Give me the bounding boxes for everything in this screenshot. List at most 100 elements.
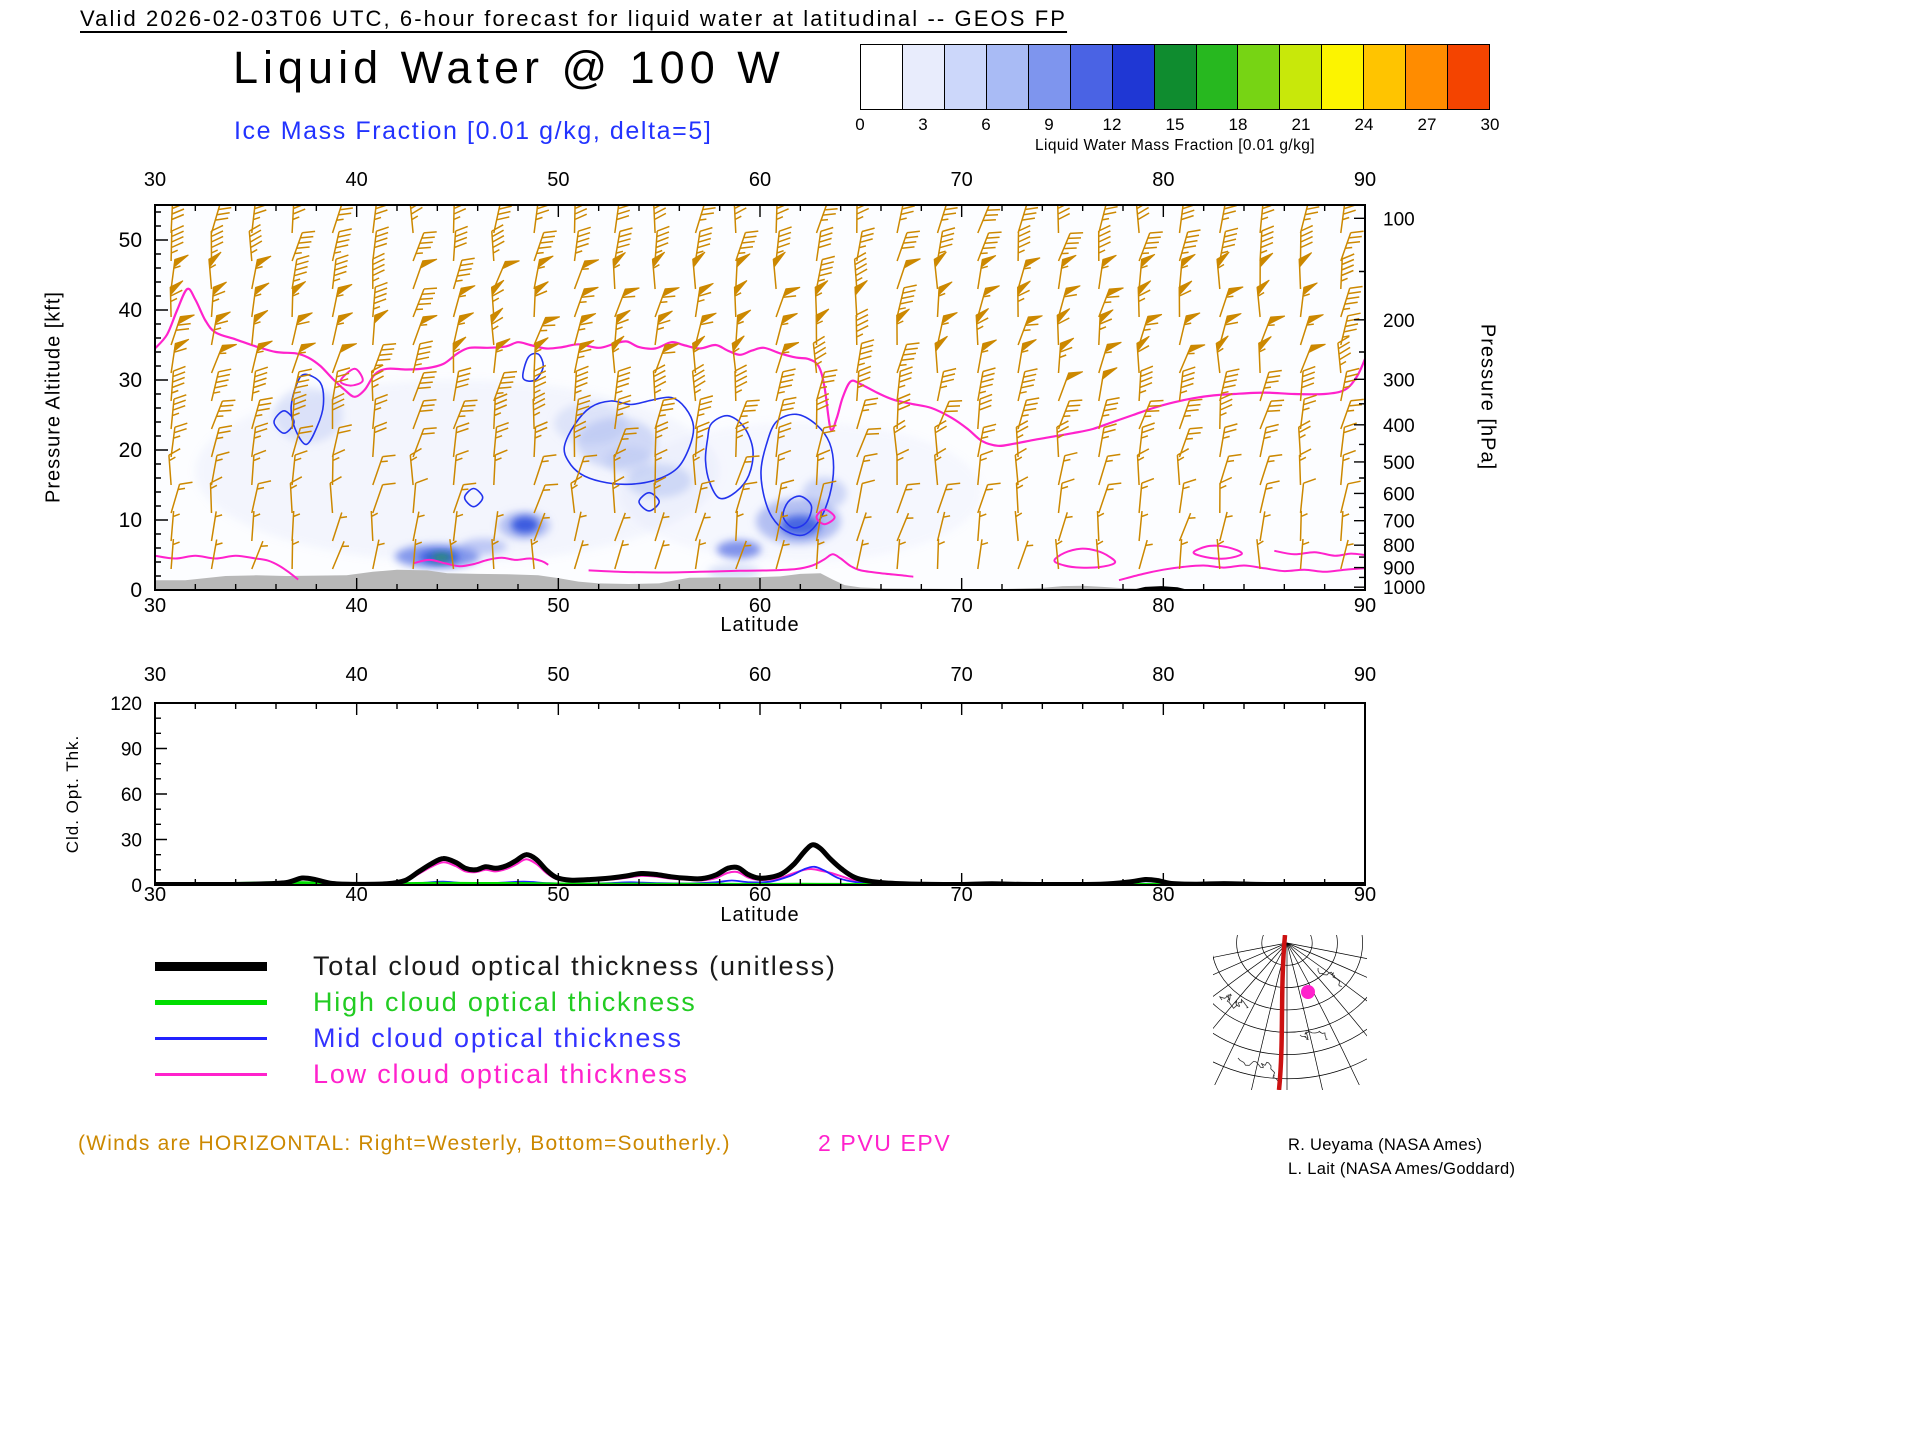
svg-text:60: 60 — [749, 664, 771, 686]
colorbar-ticks: 0 3 6 9 12 15 18 21 24 27 30 — [855, 115, 1499, 135]
colorbar-cell — [1406, 45, 1449, 109]
lower-plot-frame — [154, 702, 1366, 886]
svg-text:40: 40 — [346, 595, 368, 617]
colorbar-cell — [1112, 45, 1155, 109]
svg-text:90: 90 — [121, 740, 142, 761]
valid-line: Valid 2026-02-03T06 UTC, 6-hour forecast… — [80, 6, 1068, 31]
legend-item-mid: Mid cloud optical thickness — [155, 1020, 837, 1056]
svg-text:50: 50 — [547, 884, 569, 906]
svg-text:70: 70 — [951, 595, 973, 617]
svg-text:40: 40 — [119, 299, 142, 322]
colorbar-tick-label: 12 — [1102, 115, 1122, 134]
colorbar-tick-label: 9 — [1044, 115, 1054, 134]
svg-text:90: 90 — [1354, 664, 1376, 686]
svg-text:1000: 1000 — [1383, 578, 1425, 599]
svg-text:90: 90 — [1354, 595, 1376, 617]
wind-barbs-layer — [168, 205, 1364, 570]
credits: R. Ueyama (NASA Ames) L. Lait (NASA Ames… — [1288, 1133, 1515, 1181]
svg-text:30: 30 — [144, 595, 166, 617]
colorbar-cell — [1280, 45, 1323, 109]
colorbar-tick-label: 21 — [1291, 115, 1311, 134]
svg-text:700: 700 — [1383, 512, 1415, 533]
svg-text:600: 600 — [1383, 484, 1415, 505]
svg-text:80: 80 — [1152, 664, 1174, 686]
colorbar-cell — [1238, 45, 1281, 109]
colorbar-cell — [902, 45, 945, 109]
svg-text:80: 80 — [1152, 595, 1174, 617]
svg-text:20: 20 — [119, 439, 142, 462]
map-location-marker — [1301, 985, 1315, 999]
svg-text:0: 0 — [130, 579, 142, 602]
svg-text:200: 200 — [1383, 311, 1415, 332]
legend-label-total: Total cloud optical thickness (unitless) — [313, 950, 837, 981]
colorbar: 0 3 6 9 12 15 18 21 24 27 30 Liquid Water Mass Fra… — [855, 44, 1499, 156]
legend-line-sample-total — [155, 961, 267, 971]
main-title: Liquid Water @ 100 W — [233, 42, 785, 93]
winds-note: (Winds are HORIZONTAL: Right=Westerly, B… — [78, 1132, 731, 1155]
y-axis-title-pressure-altitude: Pressure Altitude [kft] — [42, 291, 65, 503]
colorbar-cell — [1028, 45, 1071, 109]
colorbar-tick-label: 6 — [981, 115, 991, 134]
legend-label-high: High cloud optical thickness — [313, 986, 697, 1017]
svg-text:90: 90 — [1354, 169, 1376, 191]
colorbar-tick-label: 18 — [1228, 115, 1248, 134]
colorbar-label: Liquid Water Mass Fraction [0.01 g/kg] — [1035, 137, 1315, 154]
svg-text:30: 30 — [144, 884, 166, 906]
svg-text:50: 50 — [547, 169, 569, 191]
svg-text:300: 300 — [1383, 370, 1415, 391]
credit-line-2: L. Lait (NASA Ames/Goddard) — [1288, 1160, 1516, 1178]
legend-item-low: Low cloud optical thickness — [155, 1056, 837, 1092]
colorbar-tick-label: 27 — [1417, 115, 1437, 134]
svg-text:40: 40 — [346, 169, 368, 191]
svg-text:50: 50 — [547, 595, 569, 617]
svg-text:40: 40 — [346, 664, 368, 686]
legend-line-sample-mid — [155, 1036, 267, 1040]
legend-line-sample-high — [155, 999, 267, 1005]
main-plot-frame — [154, 204, 1366, 591]
locator-map — [1213, 935, 1367, 1090]
colorbar-tick-label: 30 — [1480, 115, 1500, 134]
colorbar-cell — [986, 45, 1029, 109]
colorbar-cell — [944, 45, 987, 109]
colorbar-tick-label: 24 — [1354, 115, 1374, 134]
legend-label-low: Low cloud optical thickness — [313, 1058, 689, 1089]
epv-note: 2 PVU EPV — [818, 1130, 952, 1156]
svg-text:30: 30 — [144, 664, 166, 686]
x-axis-title-latitude-lower: Latitude — [720, 904, 800, 926]
svg-text:60: 60 — [749, 884, 771, 906]
x-axis-title-latitude-main: Latitude — [720, 614, 800, 636]
legend-label-mid: Mid cloud optical thickness — [313, 1022, 683, 1053]
epv-contour — [155, 287, 1365, 526]
legend-item-total: Total cloud optical thickness (unitless) — [155, 948, 837, 984]
svg-text:400: 400 — [1383, 416, 1415, 437]
main-plot-area — [155, 205, 1365, 590]
svg-text:80: 80 — [1152, 884, 1174, 906]
colorbar-cell — [1196, 45, 1239, 109]
ice-mass-fraction-subtitle: Ice Mass Fraction [0.01 g/kg, delta=5] — [234, 117, 713, 145]
legend-line-sample-low — [155, 1072, 267, 1076]
svg-text:100: 100 — [1383, 209, 1415, 230]
colorbar-tick-label: 3 — [918, 115, 928, 134]
svg-text:30: 30 — [119, 369, 142, 392]
y-axis-title-cloud-optical-thickness: Cld. Opt. Thk. — [63, 734, 82, 854]
main-plot-tick-labels: 3030404050506060707080809090010203040501… — [119, 169, 1426, 617]
credit-line-1: R. Ueyama (NASA Ames) — [1288, 1136, 1483, 1154]
svg-text:500: 500 — [1383, 453, 1415, 474]
colorbar-cell — [1364, 45, 1407, 109]
colorbar-cell — [1154, 45, 1197, 109]
legend-item-high: High cloud optical thickness — [155, 984, 837, 1020]
svg-text:60: 60 — [749, 169, 771, 191]
svg-text:0: 0 — [131, 876, 142, 897]
svg-text:10: 10 — [119, 509, 142, 532]
svg-text:70: 70 — [951, 169, 973, 191]
y-axis-title-pressure: Pressure [hPa] — [1476, 323, 1499, 471]
svg-text:60: 60 — [749, 595, 771, 617]
svg-text:70: 70 — [951, 884, 973, 906]
colorbar-gradient — [860, 44, 1490, 110]
colorbar-tick-label: 0 — [855, 115, 865, 134]
svg-text:900: 900 — [1383, 559, 1415, 580]
colorbar-cell — [861, 45, 903, 109]
